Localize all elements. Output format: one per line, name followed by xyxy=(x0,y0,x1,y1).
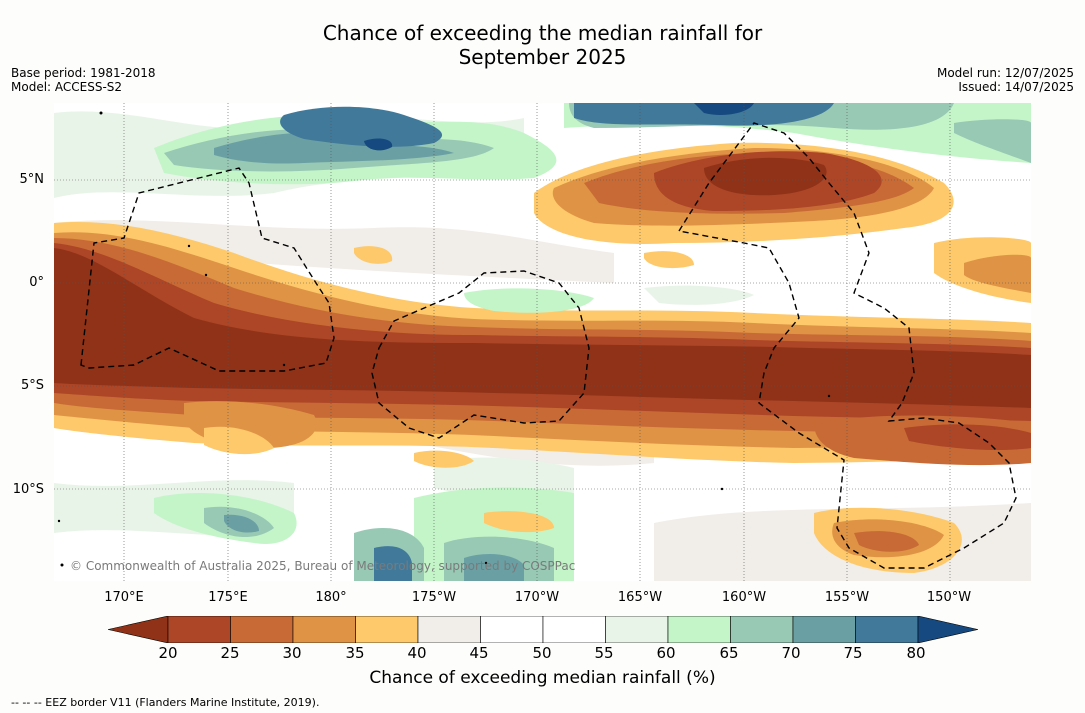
base-period: Base period: 1981-2018 xyxy=(11,66,156,80)
colorbar-tick: 35 xyxy=(345,644,365,662)
lon-label-175w: 175°W xyxy=(411,590,457,605)
colorbar-tick: 20 xyxy=(158,644,178,662)
gridlines xyxy=(54,103,1031,581)
colorbar-segment xyxy=(292,616,356,643)
colorbar-segment xyxy=(605,616,669,643)
colorbar-tick: 60 xyxy=(656,644,676,662)
model-run-date: Model run: 12/07/2025 xyxy=(936,66,1074,80)
colorbar-tick: 45 xyxy=(469,644,489,662)
colorbar-tick: 40 xyxy=(407,644,427,662)
rainfall-contours xyxy=(54,103,1031,581)
colorbar-arrow-high xyxy=(917,616,978,643)
colorbar-tick: 80 xyxy=(906,644,926,662)
lon-label-170w: 170°W xyxy=(514,590,560,605)
model-name: Model: ACCESS-S2 xyxy=(11,80,123,94)
model-run-info: Model run: 12/07/2025 Issued: 14/07/2025 xyxy=(937,66,1074,94)
colorbar-arrow-low xyxy=(108,616,169,643)
lat-label-5n: 5°N xyxy=(19,172,45,187)
colorbar-segment xyxy=(355,616,419,643)
colorbar-segment xyxy=(855,616,919,643)
lon-label-165w: 165°W xyxy=(617,590,663,605)
colorbar-segment xyxy=(480,616,544,643)
lon-label-150w: 150°W xyxy=(926,590,972,605)
colorbar-segment xyxy=(792,616,856,643)
colorbar-tick: 75 xyxy=(843,644,863,662)
colorbar-tick: 65 xyxy=(719,644,739,662)
colorbar-tick: 25 xyxy=(220,644,240,662)
colorbar-tick: 30 xyxy=(282,644,302,662)
rainfall-map xyxy=(54,103,1031,581)
islands xyxy=(57,111,831,567)
copyright-notice: © Commonwealth of Australia 2025, Bureau… xyxy=(70,559,576,573)
lat-label-0: 0° xyxy=(29,275,44,290)
lon-label-175e: 175°E xyxy=(208,590,248,605)
colorbar-label: Chance of exceeding median rainfall (%) xyxy=(369,668,716,688)
title-line-1: Chance of exceeding the median rainfall … xyxy=(322,21,763,45)
colorbar xyxy=(108,616,978,643)
base-period-info: Base period: 1981-2018 Model: ACCESS-S2 xyxy=(11,66,156,94)
lat-label-10s: 10°S xyxy=(12,482,44,497)
colorbar-segment xyxy=(417,616,481,643)
colorbar-tick: 70 xyxy=(781,644,801,662)
colorbar-segment xyxy=(667,616,731,643)
title-line-2: September 2025 xyxy=(458,45,627,69)
colorbar-tick: 55 xyxy=(594,644,614,662)
eez-legend-note: -- -- -- EEZ border V11 (Flanders Marine… xyxy=(11,696,320,709)
eez-borders xyxy=(80,122,1017,569)
issued-date: Issued: 14/07/2025 xyxy=(958,80,1074,94)
lon-label-160w: 160°W xyxy=(721,590,767,605)
colorbar-segment xyxy=(542,616,606,643)
chart-title: Chance of exceeding the median rainfall … xyxy=(0,21,1085,69)
lon-label-180: 180° xyxy=(315,590,347,605)
lat-label-5s: 5°S xyxy=(20,378,44,393)
colorbar-segment xyxy=(167,616,231,643)
colorbar-segment xyxy=(230,616,294,643)
colorbar-tick: 50 xyxy=(532,644,552,662)
lon-label-155w: 155°W xyxy=(824,590,870,605)
colorbar-segment xyxy=(730,616,794,643)
lon-label-170e: 170°E xyxy=(104,590,144,605)
